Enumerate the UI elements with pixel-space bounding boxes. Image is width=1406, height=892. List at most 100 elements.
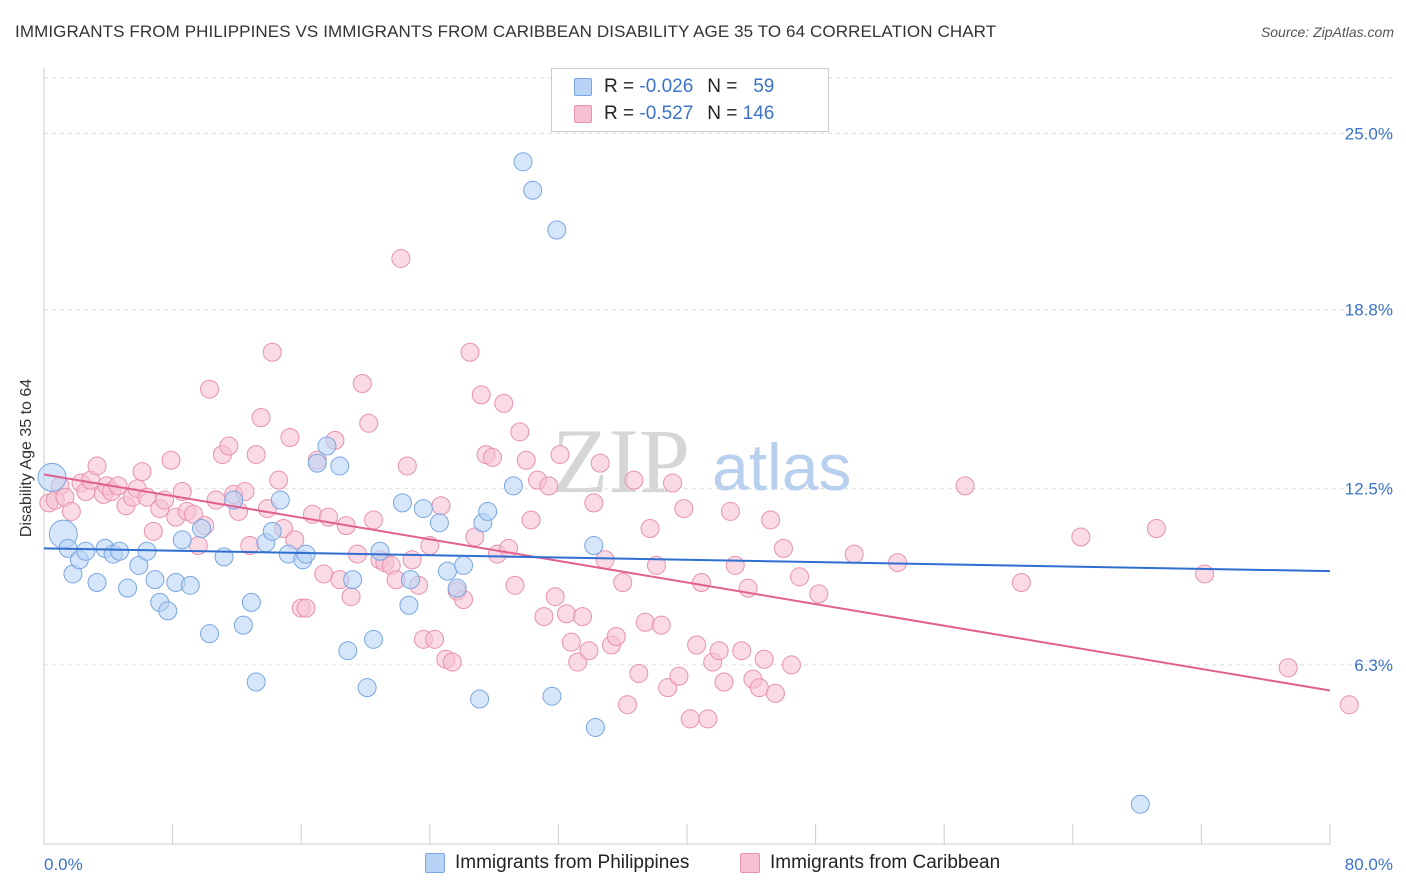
philippines-series <box>37 152 1150 814</box>
y-tick-label: 25.0% <box>1345 124 1393 143</box>
caribbean-point <box>669 666 689 686</box>
caribbean-point <box>341 587 361 607</box>
caribbean-point <box>183 504 203 524</box>
philippines-point <box>76 541 96 561</box>
caribbean-point <box>391 248 411 268</box>
caribbean-point <box>955 476 975 496</box>
caribbean-point <box>590 453 610 473</box>
caribbean-point <box>545 587 565 607</box>
caribbean-series <box>39 248 1359 729</box>
caribbean-point <box>143 521 163 541</box>
philippines-point <box>401 570 421 590</box>
caribbean-point <box>87 456 107 476</box>
caribbean-point <box>761 510 781 530</box>
philippines-swatch <box>574 78 592 96</box>
n-value: 146 <box>742 103 775 124</box>
caribbean-point <box>482 447 502 467</box>
x-axis-tick-labels: 0.0% 80.0% <box>44 855 1393 874</box>
chart-source: Source: ZipAtlas.com <box>1260 24 1394 40</box>
caribbean-point <box>606 626 626 646</box>
caribbean-point <box>246 445 266 465</box>
watermark-zip: ZIP <box>552 410 690 512</box>
philippines-point <box>246 672 266 692</box>
n-label: N = <box>707 103 738 124</box>
caribbean-point <box>691 572 711 592</box>
philippines-point <box>454 555 474 575</box>
philippines-point <box>437 561 457 581</box>
philippines-point <box>180 575 200 595</box>
caribbean-point <box>200 379 220 399</box>
caribbean-point <box>425 629 445 649</box>
caribbean-point <box>1339 695 1359 715</box>
caribbean-point <box>534 607 554 627</box>
caribbean-legend-swatch <box>740 853 760 873</box>
caribbean-point <box>635 612 655 632</box>
caribbean-point <box>521 510 541 530</box>
caribbean-point <box>471 385 491 405</box>
axes <box>43 68 1331 845</box>
caribbean-point <box>725 555 745 575</box>
caribbean-point <box>618 695 638 715</box>
philippines-point <box>343 570 363 590</box>
caribbean-point <box>364 510 384 530</box>
r-value: -0.026 <box>639 76 694 97</box>
caribbean-point <box>402 550 422 570</box>
caribbean-point <box>1195 564 1215 584</box>
caribbean-point <box>790 567 810 587</box>
philippines-point <box>447 578 467 598</box>
legend-item-caribbean[interactable]: Immigrants from Caribbean <box>740 852 1000 874</box>
philippines-point <box>233 615 253 635</box>
caribbean-point <box>732 641 752 661</box>
philippines-point <box>399 595 419 615</box>
caribbean-point <box>219 436 239 456</box>
caribbean-point <box>494 393 514 413</box>
y-tick-label: 12.5% <box>1345 480 1393 499</box>
caribbean-point <box>251 408 271 428</box>
caribbean-point <box>698 709 718 729</box>
legend-item-philippines[interactable]: Immigrants from Philippines <box>425 852 689 874</box>
caribbean-point <box>749 678 769 698</box>
philippines-point <box>224 490 244 510</box>
caribbean-point <box>584 493 604 513</box>
philippines-point <box>192 518 212 538</box>
caribbean-point <box>573 607 593 627</box>
caribbean-point <box>505 575 525 595</box>
caribbean-point <box>314 564 334 584</box>
caribbean-point <box>280 428 300 448</box>
caribbean-point <box>539 476 559 496</box>
caribbean-point <box>613 572 633 592</box>
philippines-point <box>270 490 290 510</box>
philippines-point <box>513 152 533 172</box>
caribbean-point <box>781 655 801 675</box>
philippines-point <box>547 220 567 240</box>
philippines-point <box>129 555 149 575</box>
stats-legend: R = -0.026 N = 59 R = -0.527 N = 146 <box>551 68 829 132</box>
philippines-point <box>110 541 130 561</box>
n-value: 59 <box>753 76 775 97</box>
caribbean-point <box>499 538 519 558</box>
caribbean-point <box>550 445 570 465</box>
r-label: R = <box>604 103 635 124</box>
caribbean-point <box>709 641 729 661</box>
caribbean-point <box>1011 572 1031 592</box>
trend-lines <box>43 473 1331 692</box>
caribbean-point <box>754 649 774 669</box>
philippines-point <box>503 476 523 496</box>
chart-title: IMMIGRANTS FROM PHILIPPINES VS IMMIGRANT… <box>15 22 997 41</box>
philippines-point <box>585 717 605 737</box>
caribbean-point <box>663 473 683 493</box>
caribbean-point <box>352 374 372 394</box>
legend-label-philippines: Immigrants from Philippines <box>455 852 690 873</box>
caribbean-trend-line <box>43 473 1331 692</box>
philippines-point <box>330 456 350 476</box>
caribbean-point <box>1146 518 1166 538</box>
caribbean-point <box>674 499 694 519</box>
philippines-point <box>370 541 390 561</box>
philippines-trend-line <box>43 547 1331 573</box>
series-legend: Immigrants from Philippines Immigrants f… <box>0 852 1406 878</box>
caribbean-point <box>262 342 282 362</box>
caribbean-point <box>714 672 734 692</box>
philippines-point <box>241 592 261 612</box>
caribbean-point <box>1278 658 1298 678</box>
